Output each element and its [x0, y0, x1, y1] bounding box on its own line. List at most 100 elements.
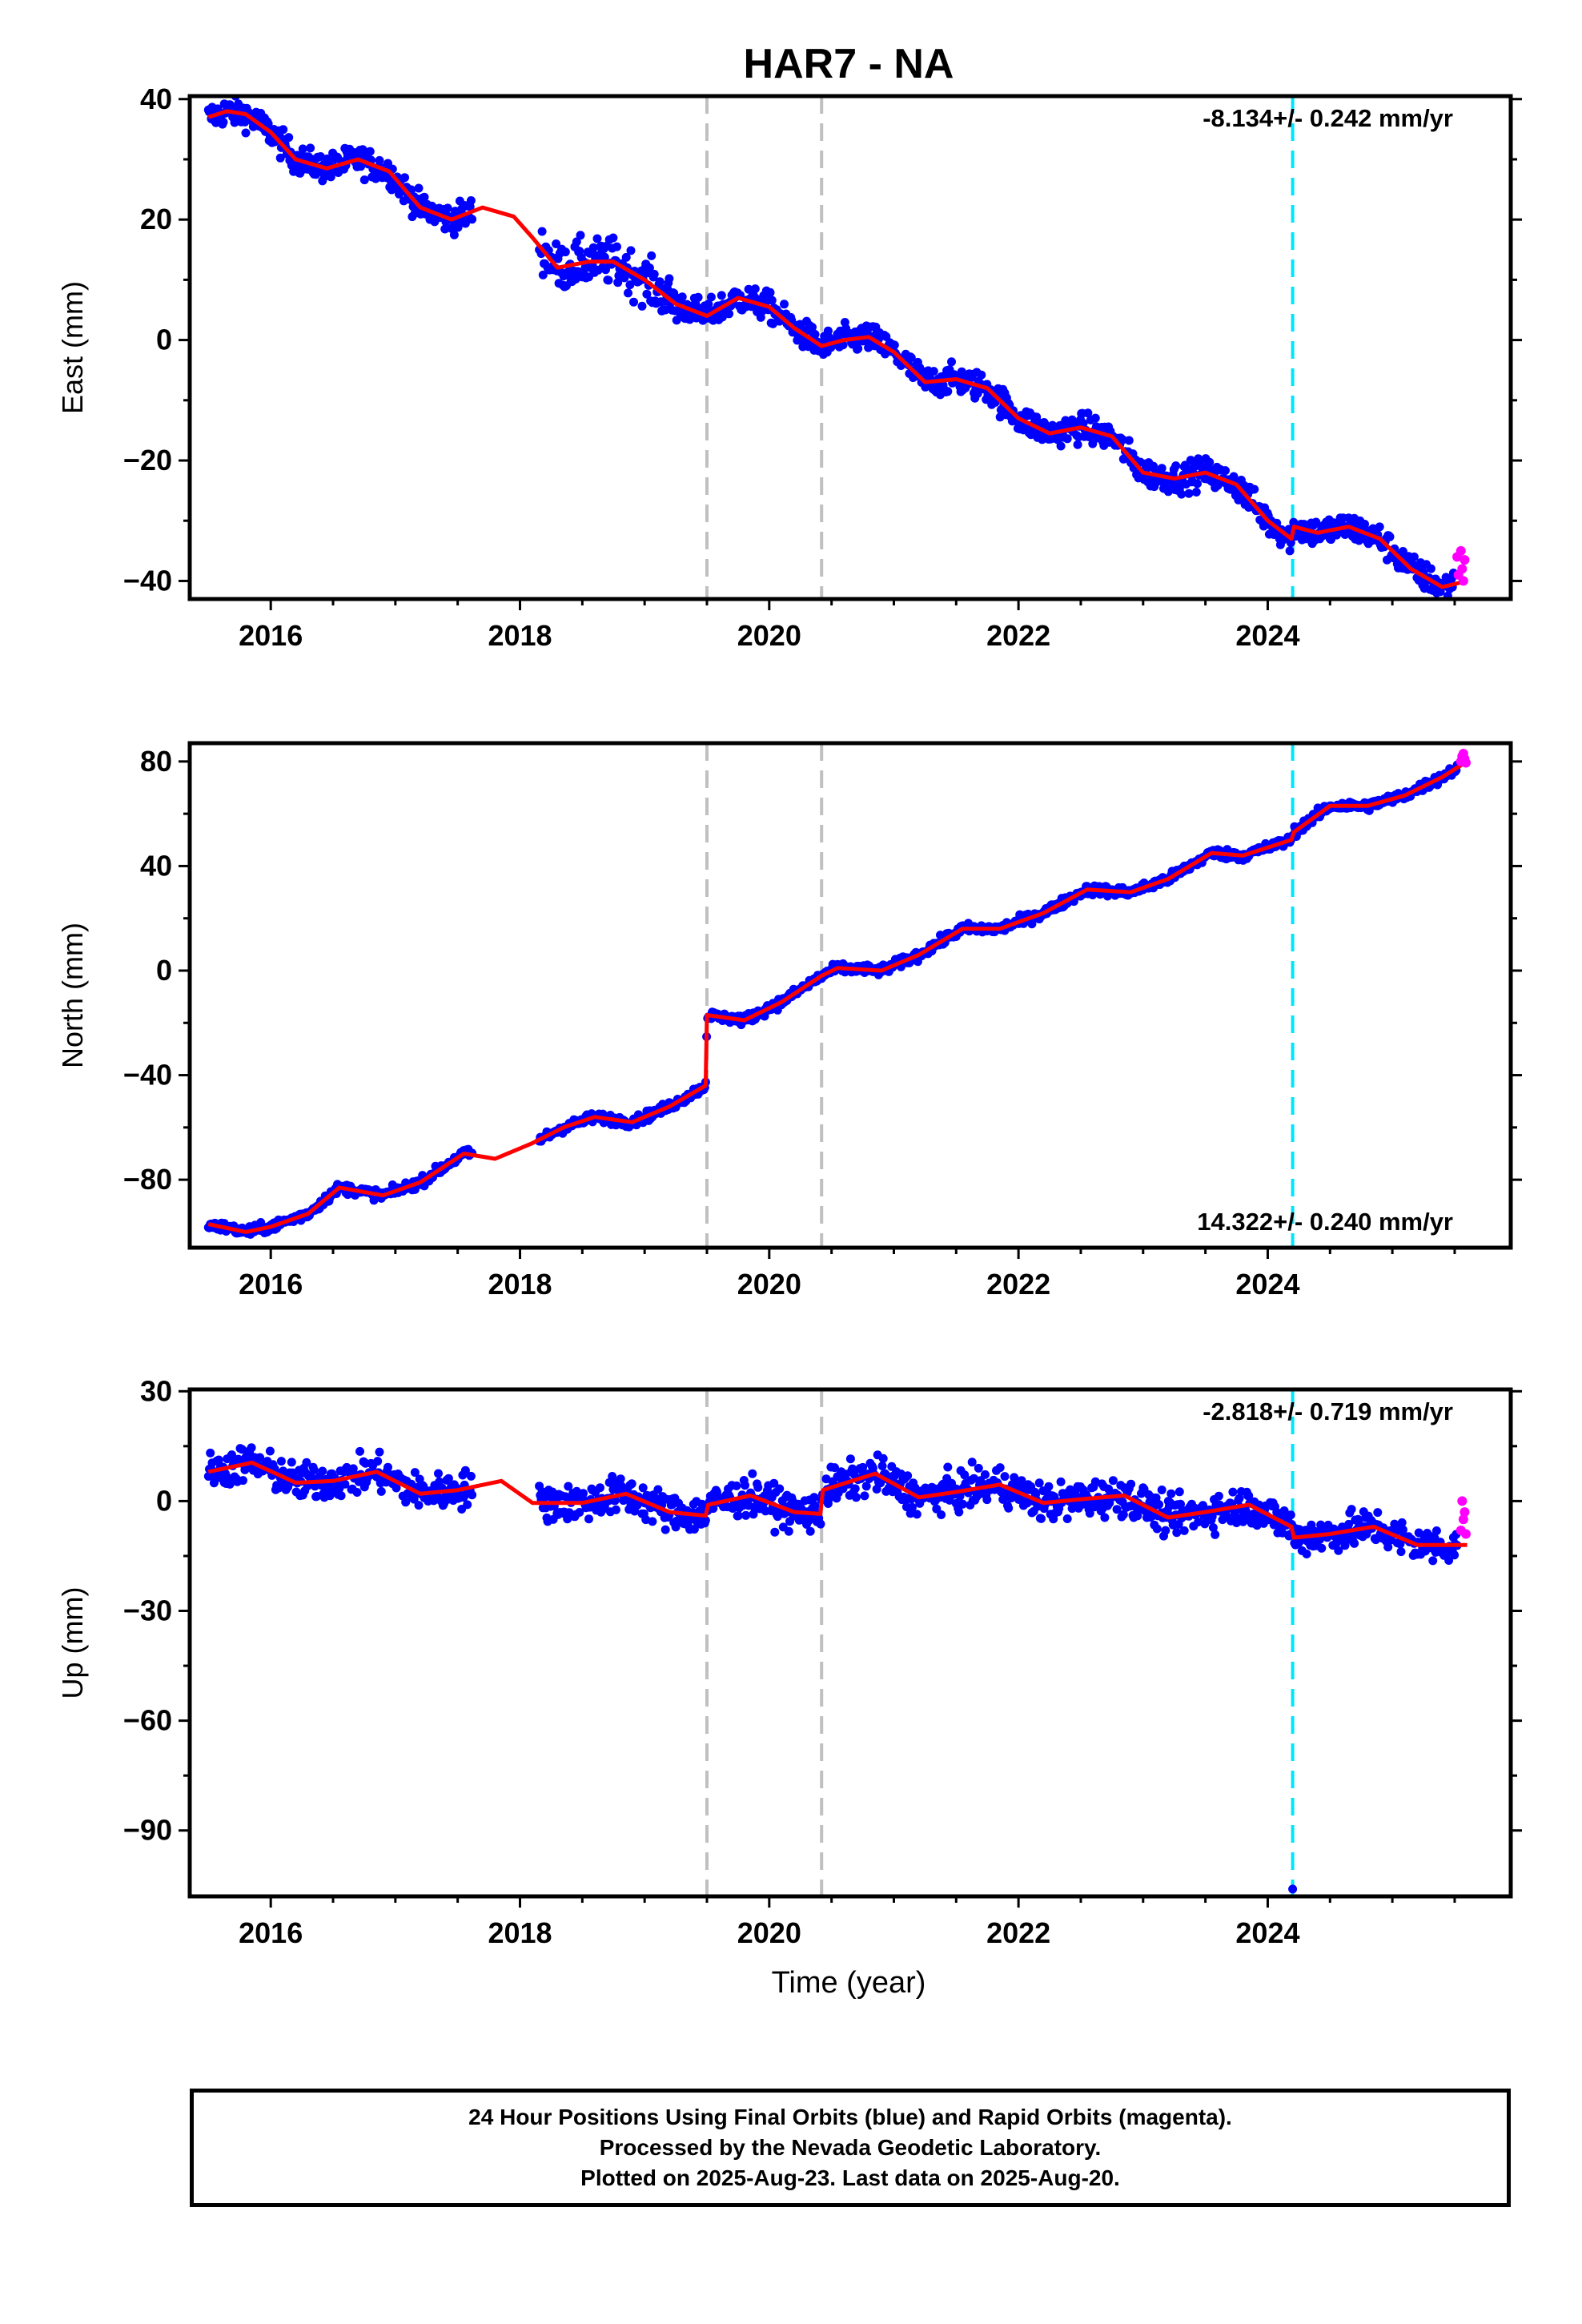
data-point	[648, 1517, 657, 1526]
data-point	[309, 1466, 319, 1474]
data-point	[655, 277, 665, 287]
data-point	[352, 1488, 362, 1497]
data-point	[1208, 1523, 1218, 1532]
y-tick-label: −90	[123, 1814, 172, 1847]
data-point	[1177, 489, 1186, 499]
data-point	[564, 1482, 573, 1491]
data-point	[440, 224, 450, 234]
data-point	[647, 251, 656, 260]
data-point	[375, 1447, 384, 1457]
data-point	[753, 1482, 763, 1492]
data-point	[466, 1471, 476, 1481]
rate-label: -2.818+/- 0.719 mm/yr	[1203, 1397, 1453, 1425]
x-tick-label: 2024	[1235, 1916, 1299, 1949]
data-point	[287, 1458, 296, 1467]
data-point	[348, 1464, 358, 1474]
data-point	[1090, 413, 1100, 423]
data-point	[468, 215, 477, 224]
data-point	[604, 275, 613, 285]
data-point	[227, 1450, 236, 1460]
data-point	[780, 300, 789, 309]
data-point	[1085, 1509, 1094, 1518]
data-point	[1154, 1500, 1164, 1510]
data-point	[1010, 1473, 1019, 1482]
data-point	[1431, 1526, 1441, 1535]
data-point	[279, 125, 288, 135]
panel-frame	[187, 1387, 1513, 1899]
data-point	[1108, 1476, 1118, 1486]
data-point	[326, 172, 335, 182]
data-point	[1166, 1489, 1176, 1498]
data-point	[770, 1527, 780, 1537]
panel-frame	[187, 94, 1513, 601]
x-tick-label: 2018	[488, 619, 552, 652]
data-point	[889, 340, 899, 350]
data-point	[468, 1490, 477, 1500]
data-point	[701, 1516, 710, 1525]
data-point	[741, 1510, 751, 1520]
data-point	[1179, 1526, 1189, 1535]
x-tick-label: 2024	[1235, 619, 1299, 652]
data-point	[1083, 408, 1093, 418]
data-point	[1444, 1556, 1454, 1565]
data-point	[1286, 1510, 1295, 1520]
data-point	[937, 1510, 946, 1519]
data-point	[717, 312, 727, 322]
data-point	[653, 1485, 663, 1494]
data-point	[383, 1462, 392, 1472]
y-tick-label: 0	[156, 1484, 172, 1517]
data-point	[376, 1486, 386, 1496]
data-point	[340, 1479, 350, 1489]
data-point	[733, 1511, 743, 1521]
east-panel: 40 20 0 −20 −40 2016 2018 2020 2022 2024 East (mm)…	[56, 82, 1522, 652]
y-tick-label: −40	[123, 564, 172, 597]
data-point	[434, 1469, 443, 1478]
data-point	[725, 309, 734, 319]
data-point	[907, 1502, 917, 1512]
data-point	[943, 387, 953, 396]
data-point	[906, 353, 916, 363]
data-point	[625, 280, 635, 290]
data-point	[784, 1526, 793, 1536]
data-point	[878, 1454, 888, 1463]
data-point	[1383, 1542, 1393, 1552]
data-point	[853, 344, 863, 353]
data-point	[359, 175, 369, 185]
footer-line-1: 24 Hour Positions Using Final Orbits (bl…	[468, 2105, 1232, 2129]
footer-line-2: Processed by the Nevada Geodetic Laborat…	[599, 2135, 1102, 2160]
data-point	[356, 162, 366, 171]
data-point	[1151, 1493, 1161, 1502]
data-point	[1056, 441, 1066, 451]
plot-area	[203, 1389, 1471, 1896]
data-point	[414, 1501, 424, 1510]
data-point	[460, 1466, 470, 1475]
data-point	[767, 296, 777, 305]
data-point	[410, 1468, 420, 1478]
data-point	[638, 1483, 648, 1493]
data-point	[263, 119, 273, 128]
data-point	[1034, 1478, 1044, 1488]
rapid-point	[1460, 1507, 1470, 1518]
data-point	[637, 301, 647, 311]
data-point	[1450, 1550, 1460, 1560]
data-point	[1100, 1513, 1110, 1522]
data-point	[1221, 466, 1230, 476]
data-point	[977, 370, 986, 380]
data-point	[1171, 461, 1181, 471]
data-point	[995, 1463, 1005, 1473]
data-point	[365, 147, 375, 156]
data-point	[765, 287, 775, 297]
data-point	[466, 196, 476, 205]
data-point	[1229, 472, 1239, 481]
data-point	[954, 1507, 964, 1517]
data-point	[552, 239, 561, 248]
data-point	[1211, 1530, 1220, 1539]
data-point	[1286, 538, 1295, 548]
data-point	[336, 1491, 346, 1501]
y-axis-label: Up (mm)	[56, 1587, 89, 1699]
x-tick-label: 2016	[239, 1268, 303, 1301]
north-panel: 80 40 0 −40 −80 2016 2018 2020 2022 2024 North (mm…	[56, 741, 1522, 1301]
data-point	[1161, 1526, 1170, 1535]
data-point	[302, 1458, 311, 1467]
data-point	[981, 1470, 990, 1479]
